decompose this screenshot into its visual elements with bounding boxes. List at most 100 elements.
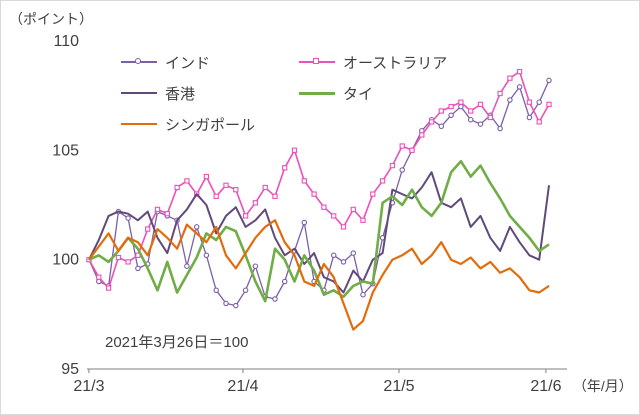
square-marker (536, 119, 542, 125)
square-marker (340, 224, 347, 230)
legend-label: インド (165, 54, 211, 72)
circle-marker (135, 265, 141, 272)
circle-marker (516, 84, 523, 90)
square-marker (409, 147, 415, 153)
square-marker (262, 184, 268, 191)
circle-marker (281, 278, 288, 285)
square-marker (301, 178, 307, 184)
square-marker (399, 143, 405, 149)
circle-marker (536, 99, 542, 105)
legend-label: タイ (343, 85, 374, 103)
circle-marker-icon (135, 58, 141, 64)
square-marker (360, 217, 366, 223)
square-marker (105, 285, 112, 291)
square-marker (96, 274, 102, 280)
y-tick-label: 105 (52, 142, 79, 159)
series-line (88, 219, 550, 331)
square-marker (468, 108, 474, 114)
square-marker (448, 103, 454, 110)
square-marker (174, 184, 180, 191)
x-tick-label: 21/3 (73, 378, 104, 395)
circle-marker (399, 167, 405, 173)
legend-item: シンガポール (121, 113, 299, 135)
x-tick-label: 21/6 (530, 378, 561, 395)
square-marker (252, 200, 259, 206)
legend-item: タイ (299, 82, 447, 104)
square-marker (497, 90, 503, 97)
x-tick-label: 21/5 (383, 378, 414, 395)
square-marker (115, 254, 122, 261)
square-marker (350, 206, 356, 213)
circle-marker (350, 250, 357, 256)
circle-marker (193, 224, 200, 230)
square-marker (507, 75, 513, 81)
legend-item: インド (121, 51, 299, 73)
circle-marker (252, 263, 259, 269)
square-marker (164, 211, 170, 217)
square-marker (203, 173, 210, 180)
circle-marker (233, 302, 239, 309)
square-marker (213, 193, 219, 199)
square-marker (282, 165, 288, 171)
square-marker (125, 259, 131, 265)
square-marker (272, 193, 278, 199)
square-marker (321, 204, 327, 210)
square-marker (154, 206, 161, 213)
square-marker (233, 187, 239, 193)
circle-marker (546, 77, 552, 84)
circle-marker (477, 121, 484, 127)
circle-marker (203, 252, 210, 259)
circle-marker (497, 125, 503, 132)
square-marker (546, 101, 552, 108)
legend-item: 香港 (121, 82, 299, 104)
y-tick-label: 100 (52, 252, 79, 269)
square-marker (242, 213, 249, 219)
circle-marker (213, 287, 219, 294)
square-marker (331, 213, 337, 219)
circle-marker (272, 296, 278, 302)
square-marker (438, 108, 444, 114)
base-date-annotation: 2021年3月26日＝100 (105, 334, 249, 351)
square-marker (428, 119, 435, 125)
circle-marker (438, 123, 445, 130)
square-marker (379, 178, 386, 184)
circle-marker (125, 215, 131, 221)
square-marker (526, 99, 533, 105)
circle-marker (526, 114, 533, 121)
y-axis-unit-label: （ポイント） (9, 11, 93, 27)
circle-marker (448, 112, 454, 119)
circle-marker (467, 116, 474, 123)
square-marker (477, 101, 484, 108)
square-marker (184, 178, 190, 184)
circle-marker (458, 103, 464, 110)
square-marker (487, 114, 493, 121)
square-marker-icon (313, 58, 319, 64)
square-marker (516, 68, 523, 75)
circle-marker (330, 252, 337, 259)
circle-marker (223, 300, 229, 307)
y-tick-label: 95 (61, 361, 79, 378)
circle-marker (360, 291, 366, 298)
square-marker (145, 226, 151, 232)
square-marker (419, 132, 425, 138)
legend-label: 香港 (165, 85, 196, 103)
legend-item: オーストラリア (299, 51, 447, 73)
chart-legend: インド オーストラリア香港 タイシンガポール (121, 51, 447, 135)
x-tick-label: 21/4 (227, 378, 258, 395)
circle-marker (184, 263, 190, 269)
y-tick-label: 110 (53, 33, 79, 50)
square-marker (370, 191, 376, 197)
legend-label: シンガポール (165, 116, 256, 134)
circle-marker (340, 259, 347, 265)
square-marker (291, 147, 298, 153)
square-marker (458, 99, 464, 105)
circle-marker (507, 97, 513, 103)
square-marker (223, 182, 229, 188)
square-marker (311, 191, 317, 197)
circle-marker (301, 219, 308, 226)
square-marker (389, 162, 396, 169)
series-line (88, 171, 550, 294)
x-axis-unit-label: （年/月） (573, 378, 633, 394)
